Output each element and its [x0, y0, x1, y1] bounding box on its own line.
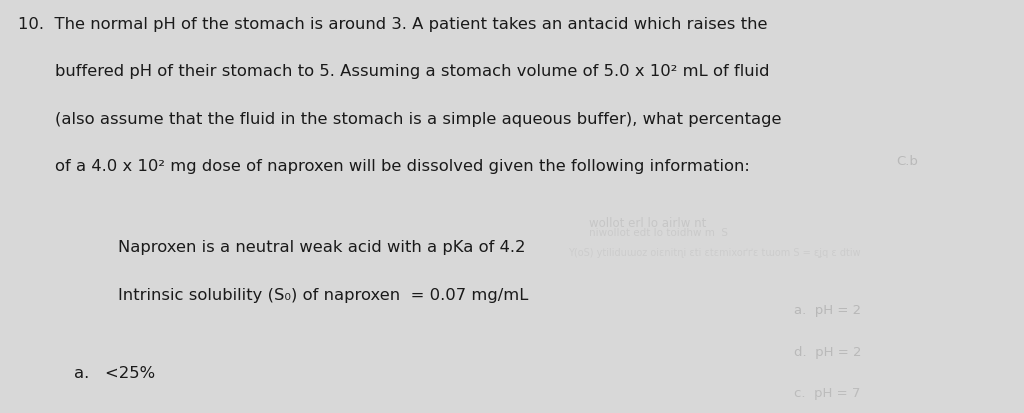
Text: Intrinsic solubility (S₀) of naproxen  = 0.07 mg/mL: Intrinsic solubility (S₀) of naproxen = …: [118, 287, 528, 302]
Text: Y(oS) ytiliduɯoz oiεnitɳi εti εtεmixoґґε tɯom S = εʝq ε dtiw: Y(oS) ytiliduɯoz oiεnitɳi εti εtεmixoґґε…: [568, 248, 861, 258]
Text: (also assume that the fluid in the stomach is a simple aqueous buffer), what per: (also assume that the fluid in the stoma…: [55, 112, 781, 126]
Text: buffered pH of their stomach to 5. Assuming a stomach volume of 5.0 x 10² mL of : buffered pH of their stomach to 5. Assum…: [55, 64, 770, 79]
Text: a.   <25%: a. <25%: [74, 366, 155, 380]
Text: c.  pH = 7: c. pH = 7: [794, 386, 860, 399]
Text: wollot erl lo airlw nt: wollot erl lo airlw nt: [589, 217, 707, 230]
Text: a.  pH = 2: a. pH = 2: [794, 304, 861, 316]
Text: d.  pH = 2: d. pH = 2: [794, 345, 861, 358]
Text: niwollot edt lo toidhw m  S: niwollot edt lo toidhw m S: [589, 227, 728, 237]
Text: C.b: C.b: [896, 155, 918, 168]
Text: Naproxen is a neutral weak acid with a pKa of 4.2: Naproxen is a neutral weak acid with a p…: [118, 240, 525, 254]
Text: 10.  The normal pH of the stomach is around 3. A patient takes an antacid which : 10. The normal pH of the stomach is arou…: [18, 17, 768, 31]
Text: of a 4.0 x 10² mg dose of naproxen will be dissolved given the following informa: of a 4.0 x 10² mg dose of naproxen will …: [55, 159, 750, 174]
